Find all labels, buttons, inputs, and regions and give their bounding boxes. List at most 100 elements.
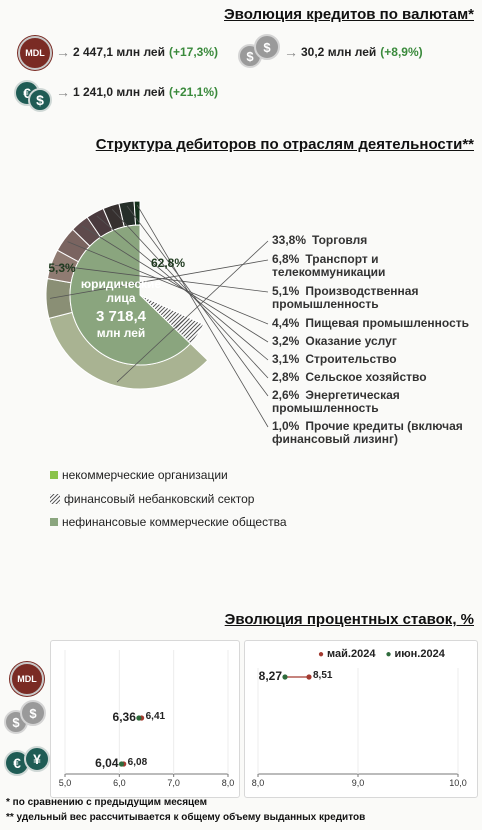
leader-line-6 bbox=[111, 209, 269, 379]
mdl-coin-icon: MDL bbox=[18, 36, 52, 70]
legend-label-nonprofit: некоммерческие организации bbox=[62, 468, 228, 482]
rates-usd-coin-icon: $ bbox=[20, 700, 46, 726]
industry-label-8: 1,0% Прочие кредиты (включая финансовый ли… bbox=[272, 420, 463, 446]
arrow-right-icon: → bbox=[56, 44, 70, 60]
credit-eur-row: → 1 241,0 млн лей (+21,1%) bbox=[56, 84, 218, 100]
industry-label-3: 4,4% Пищевая промышленность bbox=[272, 317, 469, 330]
rates-right-panel bbox=[244, 640, 478, 798]
dollar-coin-icon: $ bbox=[28, 88, 52, 112]
center-unit: млн лей bbox=[97, 326, 146, 340]
industry-name-8-1: финансовый лизинг) bbox=[272, 432, 398, 446]
industry-name-5-0: Строительство bbox=[305, 352, 397, 366]
center-label-line1: юридические bbox=[81, 277, 161, 291]
industry-label-7: 2,6% Энергетическая промышленность bbox=[272, 389, 400, 415]
credit-usd-value: 30,2 млн лей bbox=[301, 45, 377, 59]
legend-swatch-nonprofit bbox=[50, 471, 58, 479]
rates-yen-coin-icon: ¥ bbox=[24, 746, 50, 772]
legend-nonprofit: некоммерческие организации bbox=[50, 468, 228, 482]
credit-mdl-value: 2 447,1 млн лей bbox=[73, 45, 165, 59]
rate-label-jun-eur: 6,04 bbox=[95, 756, 119, 770]
industry-name-7-1: промышленность bbox=[272, 401, 379, 415]
legend-jun-dot-icon: ● bbox=[385, 648, 392, 660]
industry-label-6: 2,8% Сельское хозяйство bbox=[272, 371, 427, 384]
credit-eur-change: (+21,1%) bbox=[168, 85, 218, 99]
rate-label-jun-mdl: 8,27 bbox=[258, 669, 282, 683]
rate-point-may-mdl bbox=[306, 674, 312, 680]
industry-pct-7: 2,6% bbox=[272, 388, 300, 402]
rates-mdl-coin-icon: MDL bbox=[10, 662, 44, 696]
rates-left-panel bbox=[50, 640, 240, 798]
industry-pct-6: 2,8% bbox=[272, 370, 300, 384]
legend-nbfi: финансовый небанковский сектор bbox=[50, 492, 254, 506]
industry-pct-1: 6,8% bbox=[272, 252, 300, 266]
industry-name-8-0: Прочие кредиты (включая bbox=[305, 419, 463, 433]
industry-name-3-0: Пищевая промышленность bbox=[305, 316, 469, 330]
rate-point-jun-eur bbox=[118, 761, 125, 767]
left-tick-label: 6,0 bbox=[113, 778, 126, 788]
legend-jun-label: июн.2024 bbox=[394, 648, 445, 660]
usd-coin-icon: $ bbox=[254, 34, 280, 60]
legend-may-dot-icon: ● bbox=[318, 648, 325, 660]
credit-mdl-row: → 2 447,1 млн лей (+17,3%) bbox=[56, 44, 218, 60]
legend-nonfinancial: нефинансовые коммерческие общества bbox=[50, 515, 287, 529]
industry-name-1-1: телекоммуникации bbox=[272, 265, 386, 279]
inner-value-label-nonfinancial: 62,8% bbox=[151, 256, 185, 270]
industry-label-4: 3,2% Оказание услуг bbox=[272, 335, 397, 348]
footnote-2: ** удельный вес рассчитывается к общему … bbox=[6, 812, 366, 823]
leader-line-2 bbox=[54, 264, 269, 293]
industry-pct-2: 5,1% bbox=[272, 284, 300, 298]
leader-line-7 bbox=[126, 205, 269, 397]
industry-name-4-0: Оказание услуг bbox=[305, 334, 397, 348]
legend-label-nonfinancial: нефинансовые коммерческие общества bbox=[62, 515, 287, 529]
leader-line-4 bbox=[81, 225, 269, 343]
legend-swatch-nonfinancial bbox=[50, 518, 58, 526]
rate-label-may-usd: 6,41 bbox=[145, 711, 166, 722]
industry-name-7-0: Энергетическая bbox=[305, 388, 400, 402]
credit-eur-value: 1 241,0 млн лей bbox=[73, 85, 165, 99]
industry-pct-4: 3,2% bbox=[272, 334, 300, 348]
rate-label-may-eur: 6,08 bbox=[127, 757, 148, 768]
legend-swatch-nbfi bbox=[50, 494, 60, 504]
industry-label-0: 33,8% Торговля bbox=[272, 234, 367, 247]
industry-pct-0: 33,8% bbox=[272, 233, 307, 247]
mdl-coin-text: MDL bbox=[25, 48, 45, 58]
inner-value-label-nbfi: 5,3% bbox=[48, 261, 76, 275]
left-tick-label: 8,0 bbox=[221, 778, 235, 788]
rate-label-may-mdl: 8,51 bbox=[313, 670, 333, 681]
rates-legend: ● май.2024 ● июн.2024 bbox=[318, 648, 445, 660]
industry-label-5: 3,1% Строительство bbox=[272, 353, 397, 366]
rate-point-jun-usd bbox=[136, 715, 142, 721]
legend-may-label: май.2024 bbox=[327, 648, 376, 660]
left-tick-label: 5,0 bbox=[58, 778, 72, 788]
center-label-line2: лица bbox=[106, 291, 136, 305]
left-tick-label: 7,0 bbox=[167, 778, 180, 788]
industry-name-2-0: Производственная bbox=[305, 284, 419, 298]
credit-mdl-change: (+17,3%) bbox=[168, 45, 218, 59]
industry-label-1: 6,8% Транспорт и телекоммуникации bbox=[272, 253, 385, 279]
leader-line-8 bbox=[136, 204, 269, 428]
industry-name-6-0: Сельское хозяйство bbox=[305, 370, 427, 384]
debtors-title: Структура дебиторов по отраслям деятельн… bbox=[95, 136, 474, 153]
industry-name-0-0: Торговля bbox=[312, 233, 368, 247]
credit-usd-change: (+8,9%) bbox=[380, 45, 423, 59]
industry-pct-8: 1,0% bbox=[272, 419, 300, 433]
debtors-donut-chart: 62,8% 5,3% юридические лица 3 718,4 млн … bbox=[45, 200, 269, 428]
center-value: 3 718,4 bbox=[96, 308, 147, 325]
credits-title: Эволюция кредитов по валютам* bbox=[224, 6, 474, 23]
legend-label-nbfi: финансовый небанковский сектор bbox=[64, 492, 255, 506]
arrow-right-icon: → bbox=[284, 44, 298, 60]
rate-label-jun-usd: 6,36 bbox=[112, 710, 136, 724]
leader-line-5 bbox=[96, 215, 269, 361]
rates-title: Эволюция процентных ставок, % bbox=[224, 611, 474, 628]
inner-slice-nonfinancial bbox=[69, 224, 192, 366]
industry-pct-5: 3,1% bbox=[272, 352, 300, 366]
right-tick-label: 10,0 bbox=[449, 778, 467, 788]
industry-name-1-0: Транспорт и bbox=[305, 252, 379, 266]
rates-mdl-coin-text: MDL bbox=[17, 674, 37, 684]
inner-slice-nbfi bbox=[139, 294, 205, 345]
rate-point-jun-mdl bbox=[282, 674, 288, 680]
right-tick-label: 9,0 bbox=[351, 778, 365, 788]
industry-name-2-1: промышленность bbox=[272, 297, 379, 311]
industry-label-2: 5,1% Производственная промышленность bbox=[272, 285, 418, 311]
